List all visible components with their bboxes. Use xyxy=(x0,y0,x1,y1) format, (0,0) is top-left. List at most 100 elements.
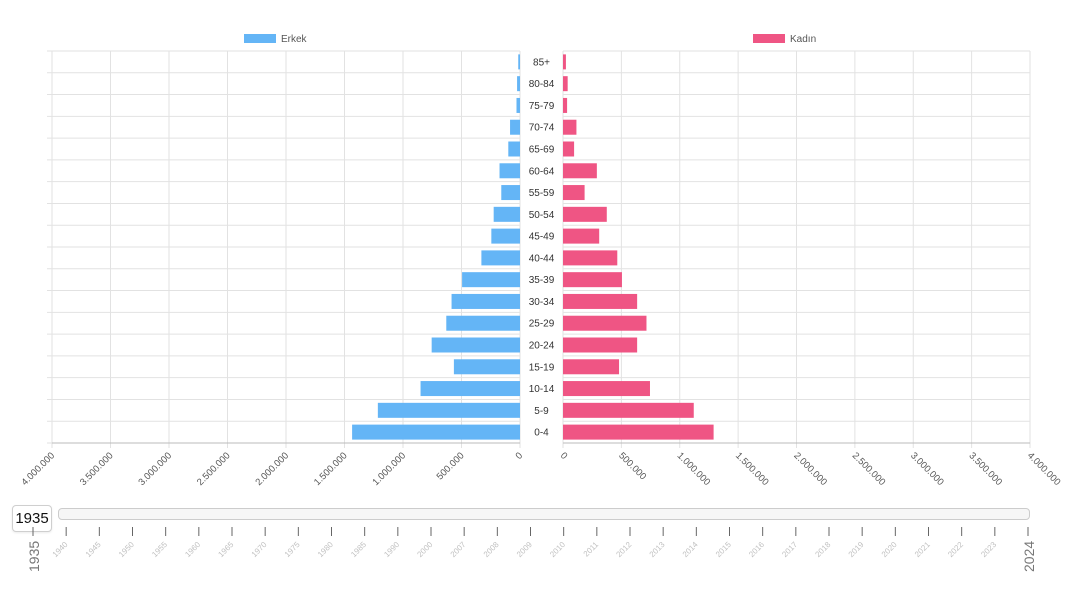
bar-erkek-60-64[interactable] xyxy=(499,163,520,179)
legend: Erkek Kadın xyxy=(244,34,816,45)
timeline-start-year[interactable]: 1935 xyxy=(26,541,42,572)
timeline-tick-label[interactable]: 2021 xyxy=(913,540,932,559)
timeline-tick-label[interactable]: 2010 xyxy=(548,540,567,559)
left-x-tick-label: 0 xyxy=(514,450,526,462)
timeline-tick-label[interactable]: 2017 xyxy=(780,540,799,559)
timeline-tick-label[interactable]: 2012 xyxy=(614,540,633,559)
age-label: 25-29 xyxy=(529,319,555,330)
age-label: 60-64 xyxy=(529,166,555,177)
bar-erkek-85+[interactable] xyxy=(518,54,520,70)
bar-kadin-85+[interactable] xyxy=(563,54,566,70)
right-x-tick-label: 3.500.000 xyxy=(967,450,1005,488)
bar-kadin-15-19[interactable] xyxy=(563,359,620,375)
bar-kadin-25-29[interactable] xyxy=(563,315,647,331)
bar-erkek-15-19[interactable] xyxy=(453,359,520,375)
age-label: 40-44 xyxy=(529,253,555,264)
legend-label-erkek[interactable]: Erkek xyxy=(281,34,308,45)
timeline-tick-label[interactable]: 2019 xyxy=(847,540,866,559)
left-x-tick-label: 1.000.000 xyxy=(370,450,408,488)
timeline-tick-label[interactable]: 2014 xyxy=(681,540,700,559)
bar-kadin-80-84[interactable] xyxy=(563,76,568,92)
bar-kadin-70-74[interactable] xyxy=(563,119,577,135)
year-slider-track[interactable] xyxy=(58,508,1030,520)
bar-kadin-40-44[interactable] xyxy=(563,250,618,266)
timeline-tick-label[interactable]: 1980 xyxy=(316,540,335,559)
bar-erkek-20-24[interactable] xyxy=(431,337,520,353)
age-group-labels: 85+ 80-84 75-79 70-74 65-69 60-64 55-59 50-54 45… xyxy=(529,57,555,438)
age-label: 65-69 xyxy=(529,145,555,156)
year-timeline: 1935 2024 1940 1945 1950 1955 1960 1965 1970 19… xyxy=(26,527,1037,572)
legend-swatch-erkek[interactable] xyxy=(244,34,276,43)
timeline-tick-label[interactable]: 2000 xyxy=(415,540,434,559)
right-x-tick-label: 1.000.000 xyxy=(675,450,713,488)
right-x-tick-label: 2.500.000 xyxy=(850,450,888,488)
bar-erkek-40-44[interactable] xyxy=(481,250,520,266)
timeline-tick-label[interactable]: 2022 xyxy=(946,540,965,559)
bar-erkek-25-29[interactable] xyxy=(446,315,520,331)
timeline-end-year[interactable]: 2024 xyxy=(1021,541,1037,572)
bar-erkek-55-59[interactable] xyxy=(501,185,520,201)
timeline-tick-label[interactable]: 1950 xyxy=(117,540,136,559)
age-label: 50-54 xyxy=(529,210,555,221)
right-x-tick-label: 2.000.000 xyxy=(791,450,829,488)
bar-erkek-10-14[interactable] xyxy=(420,381,520,397)
bar-erkek-70-74[interactable] xyxy=(510,119,520,135)
legend-swatch-kadin[interactable] xyxy=(753,34,785,43)
right-x-tick-label: 0 xyxy=(558,450,570,462)
bar-kadin-60-64[interactable] xyxy=(563,163,597,179)
timeline-tick-label[interactable]: 1985 xyxy=(349,540,368,559)
bar-kadin-10-14[interactable] xyxy=(563,381,650,397)
timeline-tick-label[interactable]: 1975 xyxy=(283,540,302,559)
bar-kadin-0-4[interactable] xyxy=(563,424,714,440)
bar-erkek-45-49[interactable] xyxy=(491,228,520,244)
timeline-tick-label[interactable]: 2009 xyxy=(515,540,534,559)
legend-label-kadin[interactable]: Kadın xyxy=(790,34,816,45)
bar-erkek-30-34[interactable] xyxy=(451,293,520,309)
bar-erkek-50-54[interactable] xyxy=(493,206,520,222)
right-x-tick-label: 1.500.000 xyxy=(733,450,771,488)
timeline-tick-label[interactable]: 2023 xyxy=(979,540,998,559)
bar-erkek-35-39[interactable] xyxy=(462,272,520,288)
left-x-axis-ticks: 0 500.000 1.000.000 1.500.000 2.000.000 2.500… xyxy=(19,450,525,488)
timeline-tick-label[interactable]: 2013 xyxy=(648,540,667,559)
left-x-tick-label: 500.000 xyxy=(435,450,467,482)
bar-kadin-35-39[interactable] xyxy=(563,272,622,288)
bar-erkek-0-4[interactable] xyxy=(352,424,520,440)
timeline-tick-label[interactable]: 2016 xyxy=(747,540,766,559)
left-x-tick-label: 1.500.000 xyxy=(312,450,350,488)
left-x-tick-label: 3.500.000 xyxy=(78,450,116,488)
timeline-tick-label[interactable]: 1965 xyxy=(216,540,235,559)
age-label: 20-24 xyxy=(529,341,555,352)
timeline-tick-label[interactable]: 1960 xyxy=(183,540,202,559)
year-slider-value[interactable]: 1935 xyxy=(12,505,52,532)
bar-erkek-75-79[interactable] xyxy=(516,97,520,113)
bar-erkek-65-69[interactable] xyxy=(508,141,520,157)
timeline-tick-label[interactable]: 2008 xyxy=(482,540,501,559)
bar-kadin-45-49[interactable] xyxy=(563,228,600,244)
timeline-tick-label[interactable]: 2011 xyxy=(582,540,601,559)
bar-erkek-5-9[interactable] xyxy=(377,402,520,418)
timeline-tick-label[interactable]: 2018 xyxy=(813,540,832,559)
bar-kadin-65-69[interactable] xyxy=(563,141,575,157)
timeline-tick-label[interactable]: 2020 xyxy=(880,540,899,559)
bar-kadin-30-34[interactable] xyxy=(563,293,638,309)
age-label: 80-84 xyxy=(529,79,555,90)
bar-erkek-80-84[interactable] xyxy=(517,76,520,92)
timeline-tick-label[interactable]: 1955 xyxy=(150,540,169,559)
timeline-tick-label[interactable]: 1945 xyxy=(84,540,103,559)
age-label: 85+ xyxy=(533,57,550,68)
age-label: 30-34 xyxy=(529,297,555,308)
bar-kadin-5-9[interactable] xyxy=(563,402,694,418)
timeline-tick-label[interactable]: 2007 xyxy=(449,540,468,559)
age-label: 45-49 xyxy=(529,232,555,243)
bar-kadin-20-24[interactable] xyxy=(563,337,638,353)
timeline-tick-label[interactable]: 2015 xyxy=(714,540,733,559)
right-x-axis-ticks: 0 500.000 1.000.000 1.500.000 2.000.000 2.500… xyxy=(558,450,1063,488)
bar-kadin-55-59[interactable] xyxy=(563,185,585,201)
age-label: 35-39 xyxy=(529,275,555,286)
timeline-tick-label[interactable]: 1990 xyxy=(382,540,401,559)
bar-kadin-75-79[interactable] xyxy=(563,97,568,113)
timeline-tick-label[interactable]: 1940 xyxy=(51,540,70,559)
timeline-tick-label[interactable]: 1970 xyxy=(250,540,269,559)
bar-kadin-50-54[interactable] xyxy=(563,206,607,222)
